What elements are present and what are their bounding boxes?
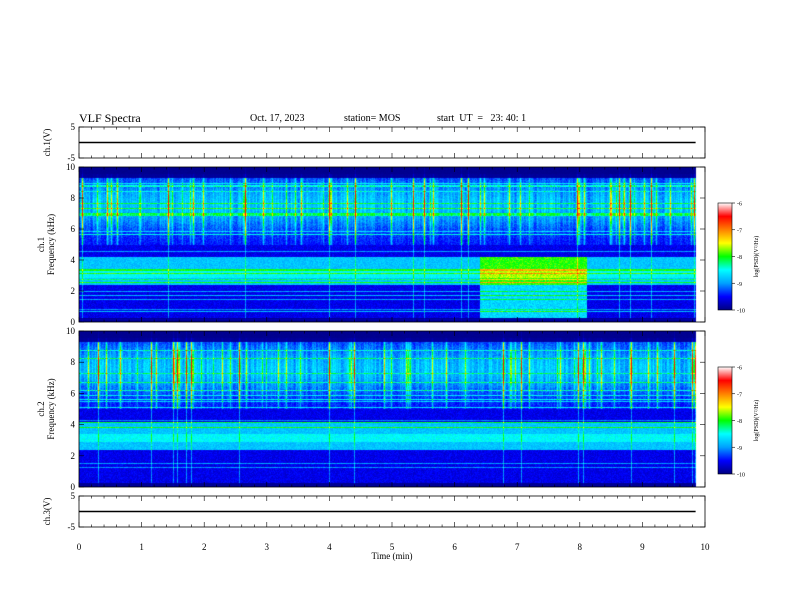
panel-3 — [78, 330, 735, 488]
colorbar-label: log(PSD)(V²/Hz) — [753, 400, 760, 441]
y-tick-label: 6 — [71, 388, 76, 398]
y-tick-label: 4 — [71, 255, 76, 265]
colorbar-tick-label: -9 — [737, 446, 742, 452]
y-tick-label: 5 — [71, 491, 76, 501]
x-tick-label: 8 — [578, 542, 583, 552]
panel-4 — [78, 495, 706, 528]
colorbar-tick-label: -10 — [737, 473, 745, 479]
y-tick-label: -5 — [68, 522, 76, 532]
chart-title: VLF Spectra — [79, 111, 141, 125]
colorbar-tick-label: -6 — [737, 366, 742, 372]
start-time-label: start UT = 23: 40: 1 — [437, 113, 527, 124]
y-tick-label: 0 — [71, 317, 76, 327]
y-axis-label: ch.1(V) — [42, 129, 52, 157]
colorbar-tick-label: -8 — [737, 419, 742, 425]
colorbar — [717, 202, 733, 311]
y-tick-label: 0 — [71, 482, 76, 492]
y-tick-label: -5 — [68, 153, 76, 163]
y-tick-label: 4 — [71, 420, 76, 430]
y-axis-label: ch.3(V) — [42, 498, 52, 526]
colorbar-tick-label: -7 — [737, 228, 742, 234]
y-tick-label: 2 — [71, 286, 76, 296]
y-axis-label: Frequency (kHz) — [46, 214, 56, 275]
y-axis-label: Frequency (kHz) — [46, 378, 56, 439]
y-tick-label: 2 — [71, 451, 76, 461]
colorbar-tick-label: -6 — [737, 202, 742, 208]
colorbar-tick-label: -9 — [737, 282, 742, 288]
panel-1 — [78, 126, 706, 159]
x-tick-label: 6 — [452, 542, 457, 552]
y-tick-label: 8 — [71, 193, 76, 203]
colorbar-tick-label: -7 — [737, 392, 742, 398]
station-label: station= MOS — [344, 113, 401, 124]
panel-2 — [78, 166, 735, 323]
x-tick-label: 3 — [265, 542, 270, 552]
y-axis-label: ch.1 — [36, 237, 46, 252]
y-tick-label: 5 — [71, 122, 76, 132]
date-label: Oct. 17, 2023 — [250, 113, 305, 124]
x-tick-label: 10 — [701, 542, 711, 552]
x-tick-label: 5 — [390, 542, 395, 552]
spectrogram-image — [79, 331, 705, 487]
x-tick-label: 4 — [327, 542, 332, 552]
x-tick-label: 9 — [640, 542, 645, 552]
y-axis-label: ch.2 — [36, 401, 46, 416]
x-tick-label: 2 — [202, 542, 207, 552]
y-tick-label: 10 — [66, 162, 76, 172]
x-tick-label: 0 — [77, 542, 82, 552]
colorbar-tick-label: -10 — [737, 309, 745, 315]
colorbar-tick-label: -8 — [737, 255, 742, 261]
colorbar-label: log(PSD)(V²/Hz) — [753, 236, 760, 277]
x-axis-label: Time (min) — [372, 551, 413, 561]
colorbar — [717, 366, 733, 475]
spectrogram-image — [79, 167, 705, 322]
x-tick-label: 7 — [515, 542, 520, 552]
y-tick-label: 8 — [71, 357, 76, 367]
y-tick-label: 10 — [66, 326, 76, 336]
x-tick-label: 1 — [139, 542, 144, 552]
y-tick-label: 6 — [71, 224, 76, 234]
